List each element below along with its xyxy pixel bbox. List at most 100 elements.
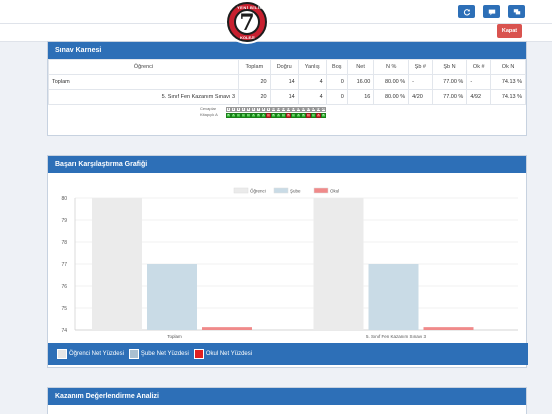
- achievement-panel: Kazanım Değerlendirme Analizi: [47, 387, 527, 414]
- legend-label-0: Öğrenci: [250, 188, 266, 194]
- report-panel: Sınav Karnesi Öğrenci Toplam Doğru Yanlı…: [47, 41, 527, 136]
- table-row: Toplam 20 14 4 0 16.00 80.00 % - 77.00 %…: [48, 74, 526, 90]
- question-number-cell: 18: [311, 107, 316, 112]
- question-number-cell: 19: [316, 107, 321, 112]
- question-number-cell: 10: [271, 107, 276, 112]
- col-total: Toplam: [238, 59, 271, 75]
- refresh-button[interactable]: [458, 5, 475, 18]
- question-number-cell: 4: [241, 107, 246, 112]
- question-number-cell: 11: [276, 107, 281, 112]
- bar-şube: [147, 264, 197, 330]
- legend-student[interactable]: Öğrenci Net Yüzdesi: [57, 349, 124, 359]
- results-table: Öğrenci Toplam Doğru Yanlış Boş Net N % …: [48, 59, 526, 105]
- answer-mark-cell: D: [281, 113, 286, 118]
- answer-mark-cell: C: [266, 113, 271, 118]
- chat-icon: [513, 8, 520, 14]
- bar-chart: Öğrenci Şube Okul 74 75 76 77 78 79 80 Toplam 5. Sı…: [61, 187, 518, 339]
- col-branch-net: Şb N: [431, 59, 468, 75]
- answers-row: Cevaplar Kitapçık A 1 2 3 4 5 6 7 8 9 10 11 12 13 14 1…: [48, 105, 526, 123]
- y-tick-label: 74: [61, 328, 67, 334]
- y-tick-label: 75: [61, 306, 67, 312]
- answer-mark-cell: A: [276, 113, 281, 118]
- question-number-cell: 6: [251, 107, 256, 112]
- answer-grid: Cevaplar Kitapçık A 1 2 3 4 5 6 7 8 9 10 11 12 13 14 1…: [200, 106, 326, 118]
- question-number-cell: 7: [256, 107, 261, 112]
- message-button[interactable]: [483, 5, 500, 18]
- message-icon: [488, 9, 495, 15]
- report-title: Sınav Karnesi: [48, 42, 526, 59]
- question-number-cell: 14: [291, 107, 296, 112]
- achievement-title: Kazanım Değerlendirme Analizi: [48, 388, 526, 405]
- comparison-panel: Başarı Karşılaştırma Grafiği Öğrenci Şube…: [47, 155, 528, 368]
- comparison-title: Başarı Karşılaştırma Grafiği: [48, 156, 526, 173]
- refresh-icon: [463, 8, 470, 15]
- legend-swatch-0: [233, 187, 249, 194]
- answer-mark-cell: B: [321, 113, 326, 118]
- bar-okul: [423, 327, 474, 330]
- answer-mark-cell: C: [291, 113, 296, 118]
- legend-school[interactable]: Okul Net Yüzdesi: [193, 349, 252, 359]
- legend-branch[interactable]: Şube Net Yüzdesi: [128, 349, 189, 359]
- question-number-cell: 1: [226, 107, 231, 112]
- question-number-cell: 2: [231, 107, 236, 112]
- answer-mark-cell: B: [301, 113, 306, 118]
- question-number-cell: 20: [321, 107, 326, 112]
- legend-swatch-1: [273, 187, 289, 194]
- logo-top-text: YENİ BİLİM: [237, 5, 264, 10]
- logo-bottom-text: KOLEJİ: [240, 35, 255, 40]
- table-row: 5. Sınıf Fen Kazanım Sınavı 3 20 14 4 0 …: [48, 89, 526, 105]
- school-logo: YENİ BİLİM 7 KOLEJİ: [227, 2, 267, 42]
- question-number-cell: 5: [246, 107, 251, 112]
- chat-button[interactable]: [508, 5, 525, 18]
- col-school-net: Ok N: [490, 59, 526, 75]
- bar-şube: [368, 264, 419, 330]
- answer-mark-cell: D: [246, 113, 251, 118]
- answer-mark-cell: A: [296, 113, 301, 118]
- col-wrong: Yanlış: [297, 59, 327, 75]
- col-branch-rank: Şb #: [408, 59, 433, 75]
- x-tick-label: 5. Sınıf Fen Kazanım Sınavı 3: [366, 334, 427, 339]
- logo-number: 7: [239, 10, 255, 36]
- question-numbers: 1 2 3 4 5 6 7 8 9 10 11 12 13 14 15 16 17 18 19 20: [226, 107, 326, 112]
- booklet-label: Kitapçık A: [200, 112, 218, 117]
- answer-mark-cell: D: [306, 113, 311, 118]
- question-number-cell: 9: [266, 107, 271, 112]
- answer-mark-cell: A: [251, 113, 256, 118]
- col-correct: Doğru: [269, 59, 299, 75]
- legend-swatch-2: [313, 187, 329, 194]
- legend-swatch: [128, 349, 139, 359]
- question-number-cell: 3: [236, 107, 241, 112]
- col-net-pct: N %: [373, 59, 410, 75]
- close-button[interactable]: Kapat: [497, 24, 522, 38]
- answers-label: Cevaplar: [200, 106, 217, 111]
- question-number-cell: 15: [296, 107, 301, 112]
- answer-mark-cell: C: [241, 113, 246, 118]
- legend-label-2: Okul: [330, 189, 339, 194]
- y-tick-label: 80: [61, 196, 67, 202]
- col-net: Net: [346, 59, 375, 75]
- answer-mark-cell: B: [226, 113, 231, 118]
- answer-mark-cell: A: [231, 113, 236, 118]
- answer-mark-cell: C: [236, 113, 241, 118]
- col-student: Öğrenci: [48, 59, 239, 75]
- x-tick-label: Toplam: [167, 334, 182, 339]
- answer-mark-cell: B: [256, 113, 261, 118]
- legend-label-1: Şube: [290, 189, 301, 194]
- col-school-rank: Ok #: [466, 59, 492, 75]
- question-number-cell: 12: [281, 107, 286, 112]
- legend-swatch: [193, 349, 204, 359]
- bar-okul: [202, 327, 252, 330]
- y-tick-label: 77: [61, 262, 67, 268]
- answer-mark-cell: C: [311, 113, 316, 118]
- question-number-cell: 17: [306, 107, 311, 112]
- action-strip: [0, 24, 552, 42]
- answer-mark-cell: A: [316, 113, 321, 118]
- legend-swatch: [57, 349, 67, 359]
- bar-öğrenci: [92, 198, 142, 330]
- bar-öğrenci: [313, 198, 364, 330]
- answer-mark-cell: B: [271, 113, 276, 118]
- comparison-chart: Öğrenci Şube Okul 74 75 76 77 78 79 80 Toplam 5. Sı…: [48, 173, 528, 341]
- question-number-cell: 13: [286, 107, 291, 112]
- y-tick-label: 76: [61, 284, 67, 290]
